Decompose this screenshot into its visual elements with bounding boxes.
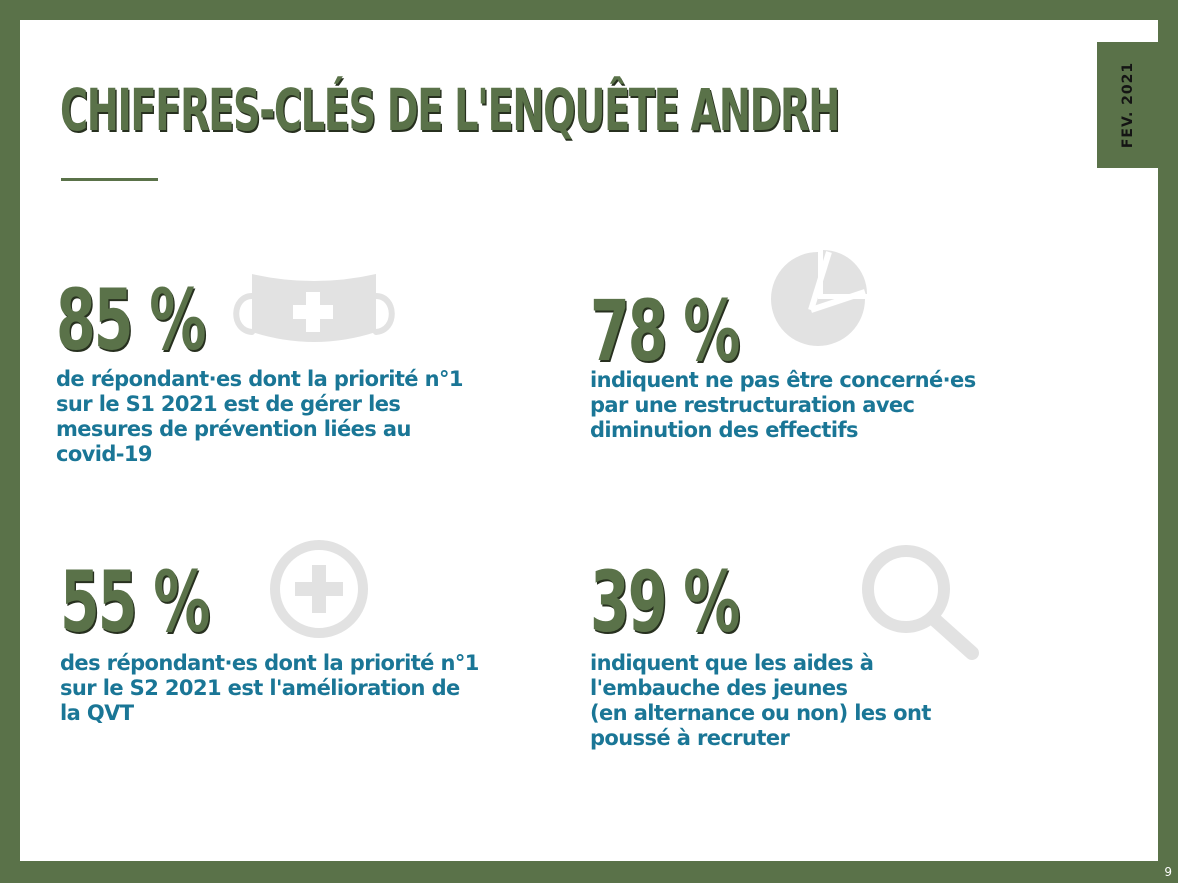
- stat-pie: 78 % indiquent ne pas être concerné·es p…: [590, 286, 1050, 486]
- stat-mask: 85 % de répondant·es dont la priorité n°…: [56, 275, 516, 475]
- stat-value: 39 %: [590, 553, 740, 651]
- stat-description: indiquent ne pas être concerné·es par un…: [590, 368, 976, 442]
- magnifier-icon: [858, 543, 982, 661]
- stat-description: de répondant·es dont la priorité n°1 sur…: [56, 367, 463, 466]
- stat-plus: 55 % des répondant·es dont la priorité n…: [60, 557, 520, 757]
- title-underline: [61, 178, 158, 181]
- stat-value: 78 %: [590, 282, 740, 380]
- page-title: CHIFFRES-CLÉS DE L'ENQUÊTE ANDRH: [60, 76, 840, 144]
- stat-magnifier: 39 % indiquent que les aides à l'embauch…: [590, 557, 1050, 777]
- date-label: FEV. 2021: [1119, 61, 1136, 149]
- page-number: 9: [1164, 865, 1172, 879]
- stat-description: indiquent que les aides à l'embauche des…: [590, 651, 931, 750]
- stat-value: 85 %: [56, 271, 206, 369]
- stat-description: des répondant·es dont la priorité n°1 su…: [60, 651, 479, 725]
- date-tab: FEV. 2021: [1097, 42, 1158, 168]
- stat-value: 55 %: [60, 553, 210, 651]
- slide: CHIFFRES-CLÉS DE L'ENQUÊTE ANDRH FEV. 20…: [20, 20, 1158, 861]
- face-mask-icon: [228, 266, 400, 346]
- pie-chart-icon: [767, 248, 869, 350]
- plus-circle-icon: [268, 538, 370, 640]
